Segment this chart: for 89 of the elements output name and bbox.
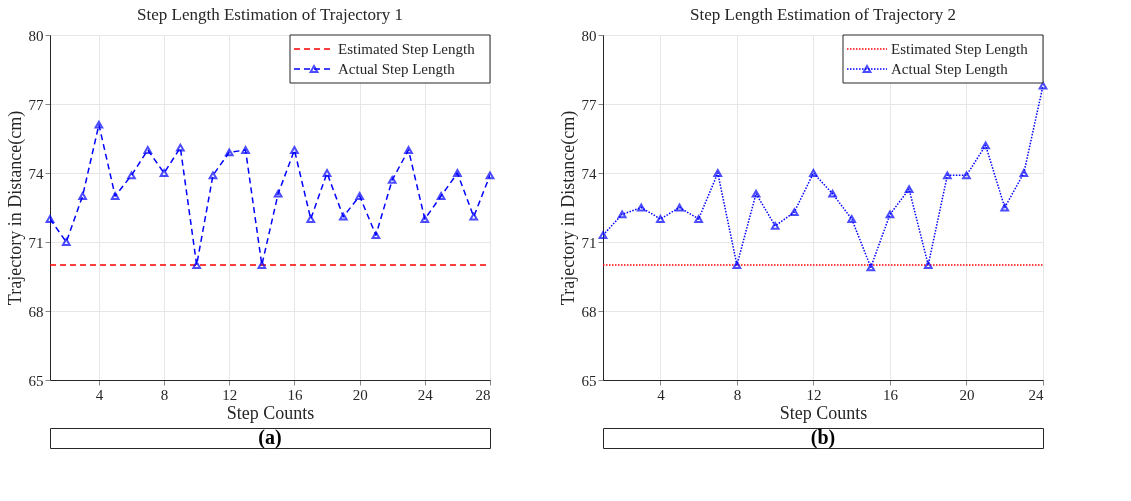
point: [866, 263, 876, 272]
point: [469, 212, 479, 221]
x-tick-label: 20: [959, 386, 975, 403]
x-tick-label: 8: [160, 386, 169, 403]
x-tick-label: 20: [352, 386, 368, 403]
point: [176, 143, 185, 152]
point: [45, 215, 55, 223]
x-tick-label: 4: [95, 386, 104, 403]
point: [770, 221, 780, 230]
point: [453, 169, 462, 177]
point: [404, 146, 413, 154]
x-tick-label: 28: [475, 386, 491, 403]
x-tick-label: 4: [657, 386, 666, 403]
point: [636, 203, 646, 212]
text: (a): [258, 426, 282, 449]
point: [241, 146, 250, 154]
point: [110, 192, 120, 200]
point: [809, 169, 818, 177]
chart-title: Step Length Estimation of Trajectory 2: [690, 5, 956, 24]
point: [485, 171, 495, 180]
point: [713, 169, 723, 177]
point: [885, 210, 895, 219]
legend-label: Estimated Step Length: [891, 41, 1029, 57]
y-tick-label: 80: [28, 27, 44, 44]
point: [159, 169, 169, 177]
y-tick-label: 74: [28, 165, 44, 182]
point: [387, 175, 397, 184]
point: [962, 171, 971, 180]
legend-label: Actual Step Length: [891, 61, 1009, 77]
point: [78, 192, 87, 200]
point: [847, 215, 857, 223]
y-tick-label: 68: [581, 303, 597, 320]
x-axis-title: Step Counts: [226, 402, 315, 423]
point: [322, 169, 332, 177]
x-tick-label: 24: [417, 386, 434, 403]
text: (b): [810, 426, 836, 449]
y-tick-label: 71: [581, 234, 597, 251]
point: [923, 261, 933, 269]
x-axis-title: Step Counts: [779, 402, 868, 423]
legend-label: Actual Step Length: [338, 61, 456, 77]
legend-label: Estimated Step Length: [338, 41, 476, 57]
point: [617, 210, 627, 219]
point: [598, 231, 608, 240]
point: [942, 171, 952, 180]
y-axis-title: Trajectory in Distance(cm): [557, 110, 579, 306]
point: [127, 171, 136, 180]
point: [732, 261, 742, 269]
y-tick-label: 80: [581, 27, 597, 44]
point: [61, 238, 71, 246]
point: [436, 192, 446, 200]
point: [257, 261, 267, 269]
point: [694, 215, 704, 223]
point: [306, 215, 316, 223]
y-tick-label: 65: [581, 372, 597, 389]
point: [371, 231, 381, 240]
point: [94, 120, 104, 129]
x-tick-label: 16: [882, 386, 899, 403]
point: [1019, 169, 1029, 177]
point: [273, 189, 283, 198]
x-tick-label: 16: [287, 386, 303, 403]
point: [290, 146, 299, 154]
point: [904, 185, 914, 194]
point: [1000, 203, 1010, 212]
point: [420, 215, 430, 223]
point: [656, 215, 665, 223]
y-tick-label: 65: [28, 372, 44, 389]
y-tick-label: 77: [28, 96, 44, 113]
y-tick-label: 71: [28, 234, 44, 251]
point: [355, 192, 364, 200]
x-tick-label: 8: [733, 386, 742, 403]
point: [828, 189, 837, 198]
point: [143, 146, 153, 154]
y-axis-title: Trajectory in Distance(cm): [4, 110, 26, 306]
chart-title: Step Length Estimation of Trajectory 1: [137, 5, 403, 24]
y-tick-label: 74: [581, 165, 597, 182]
point: [1038, 81, 1048, 90]
point: [675, 203, 684, 212]
point: [981, 141, 990, 150]
point: [789, 208, 799, 217]
x-tick-label: 12: [806, 386, 822, 403]
x-tick-label: 12: [222, 386, 238, 403]
y-tick-label: 77: [581, 96, 597, 113]
point: [208, 171, 218, 180]
point: [192, 261, 202, 269]
point: [338, 212, 348, 221]
point: [751, 189, 761, 198]
x-tick-label: 24: [1028, 386, 1044, 403]
point: [224, 148, 234, 157]
y-tick-label: 68: [28, 303, 44, 320]
